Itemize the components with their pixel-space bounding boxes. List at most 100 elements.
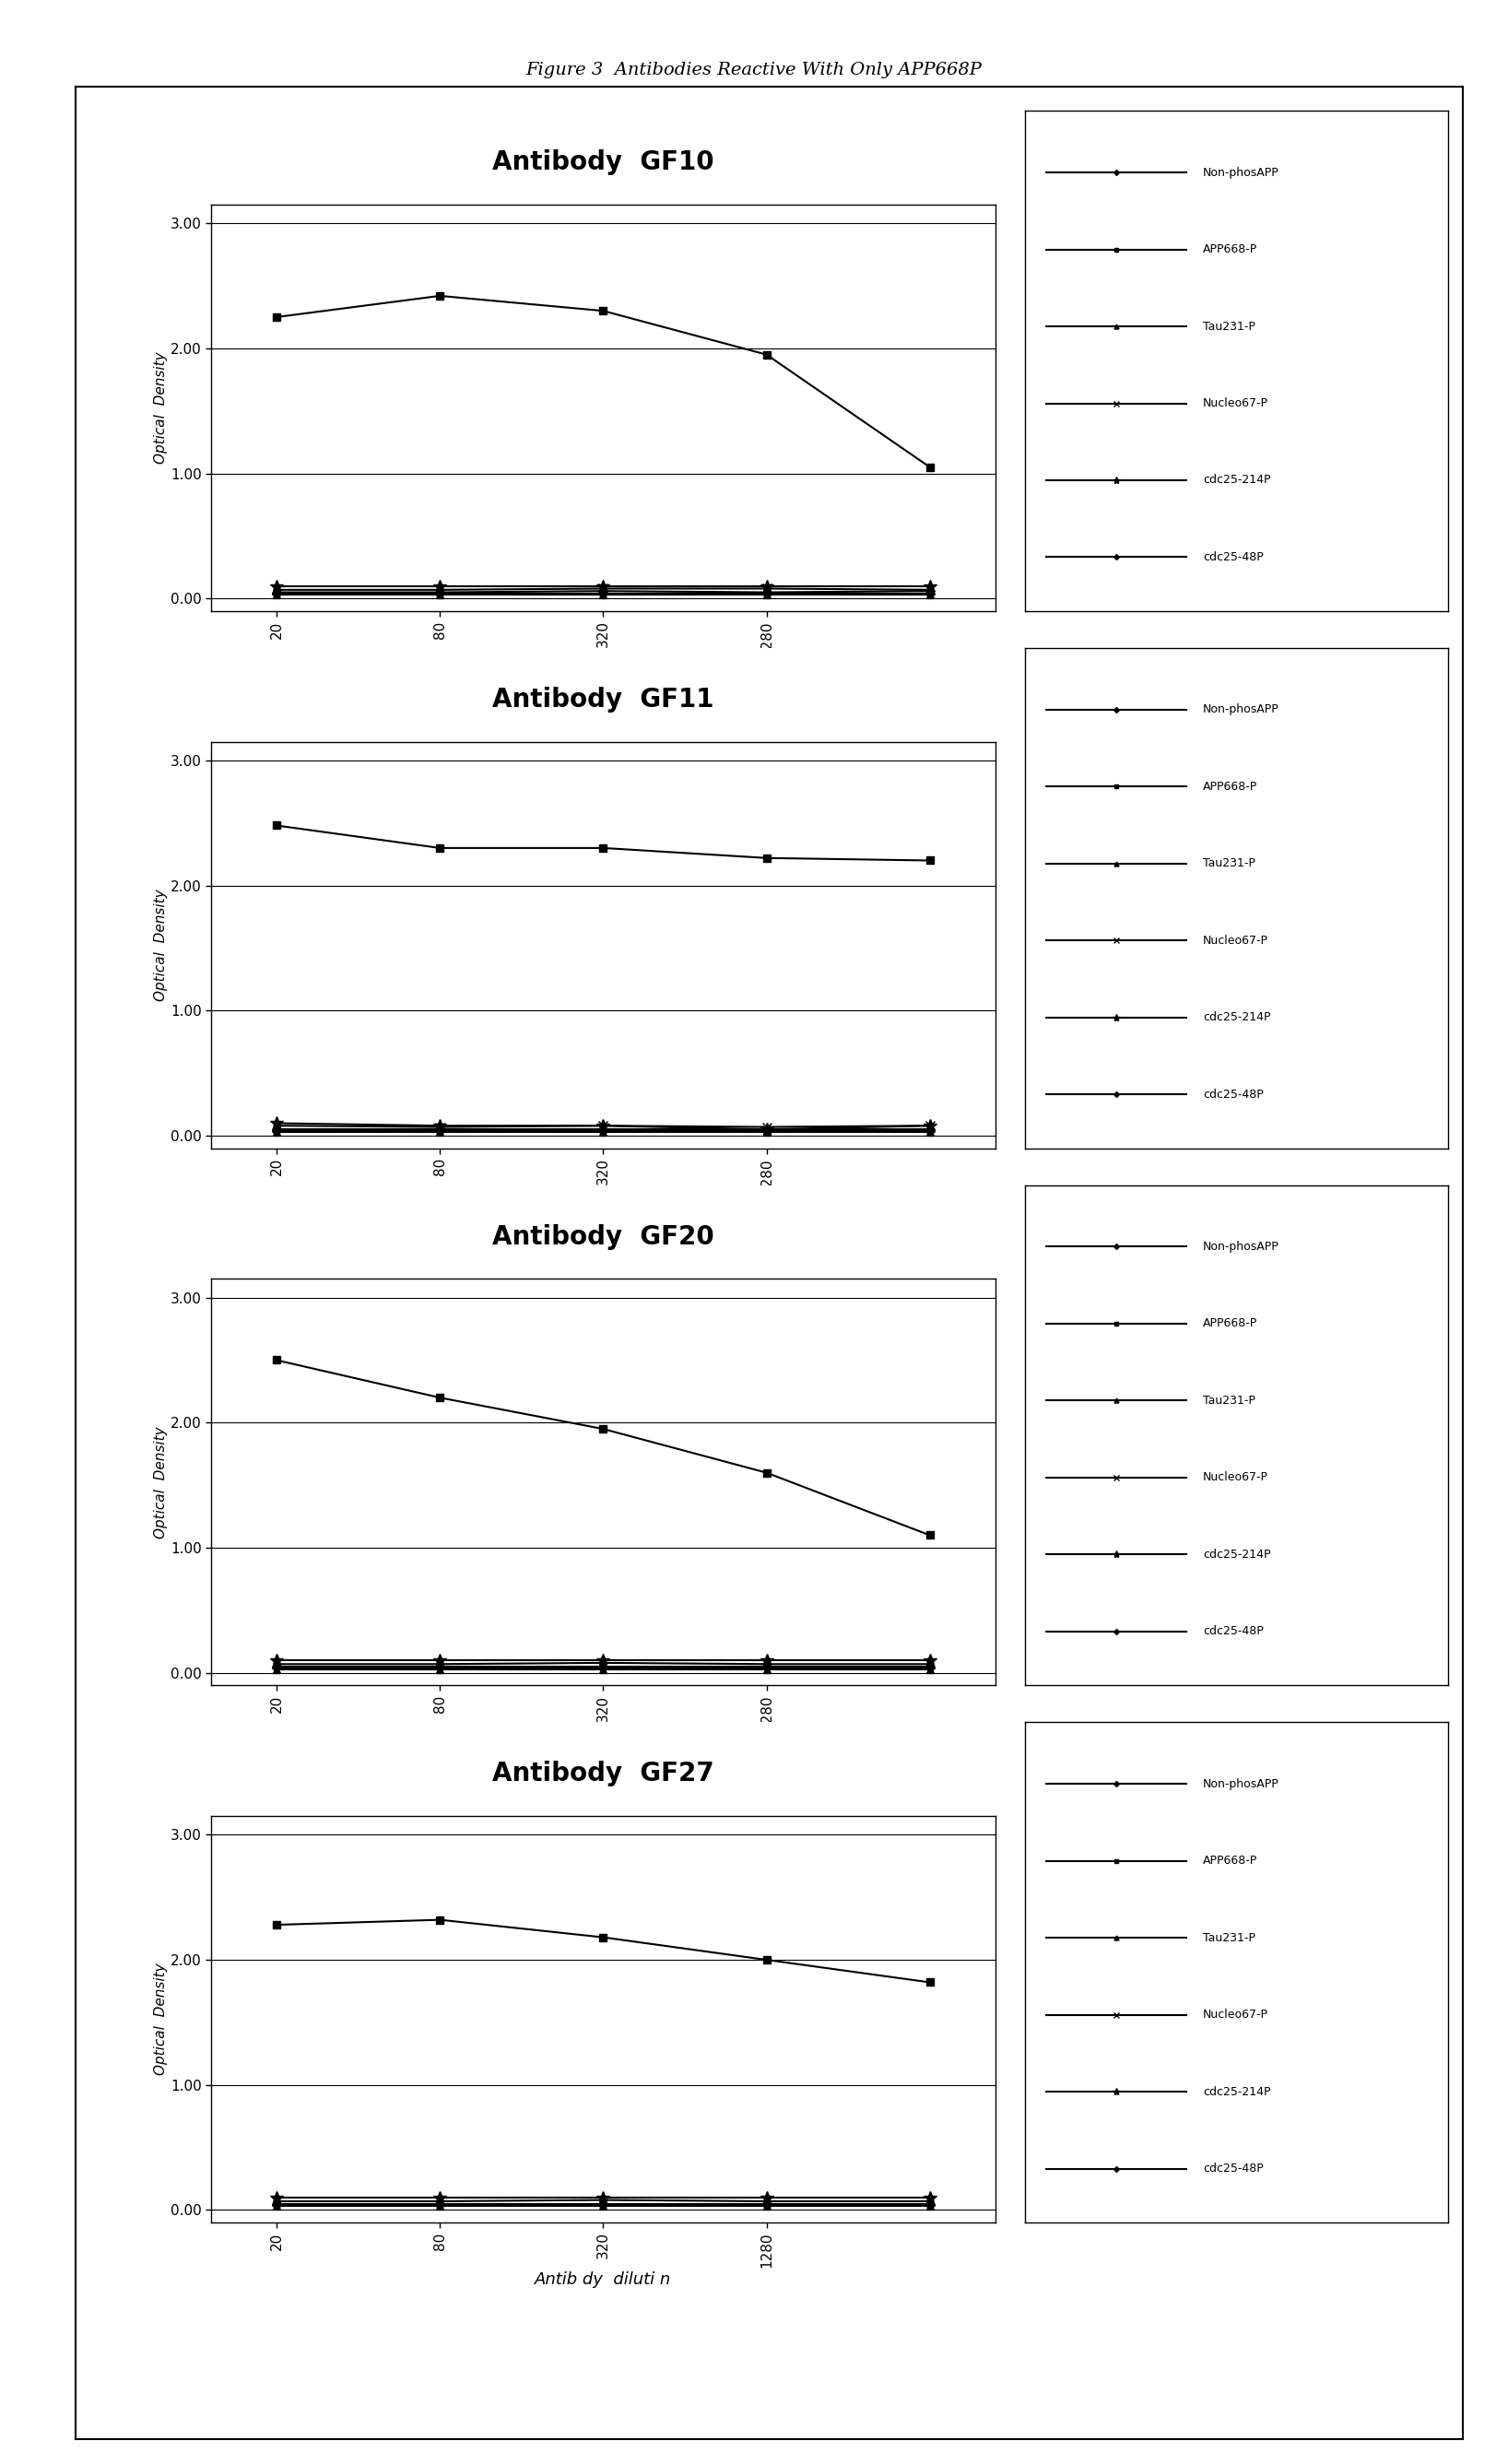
APP668-P	[757, 340, 775, 370]
Line: cdc25-48P: cdc25-48P	[273, 591, 933, 596]
cdc25-48P	[921, 579, 939, 609]
Line: APP668-P: APP668-P	[273, 1355, 933, 1540]
Tau231-P	[267, 2190, 285, 2220]
APP668-P	[921, 1520, 939, 1550]
cdc25-214P	[757, 572, 775, 601]
Text: APP668-P: APP668-P	[1203, 781, 1258, 793]
Tau231-P	[594, 1653, 612, 1683]
Nucleo67-P	[757, 1648, 775, 1678]
Non-phosAPP	[757, 577, 775, 606]
APP668-P	[431, 1905, 449, 1934]
Text: Non-phosAPP: Non-phosAPP	[1203, 168, 1279, 177]
Tau231-P	[921, 579, 939, 609]
Nucleo67-P	[594, 2186, 612, 2215]
cdc25-214P	[757, 2183, 775, 2213]
cdc25-48P	[594, 1653, 612, 1683]
Tau231-P	[757, 1653, 775, 1683]
Text: Non-phosAPP: Non-phosAPP	[1203, 705, 1279, 715]
X-axis label: Antib dy  diluti n: Antib dy diluti n	[535, 2272, 671, 2289]
Text: Antibody  GF27: Antibody GF27	[492, 1762, 715, 1786]
Nucleo67-P	[431, 574, 449, 604]
Line: Nucleo67-P: Nucleo67-P	[271, 1658, 935, 1668]
X-axis label: Antibody  dilution: Antibody dilution	[529, 1735, 677, 1752]
cdc25-48P	[757, 1653, 775, 1683]
Text: Nucleo67-P: Nucleo67-P	[1203, 1471, 1268, 1483]
APP668-P	[921, 1969, 939, 1998]
Text: Non-phosAPP: Non-phosAPP	[1203, 1242, 1279, 1252]
Text: Tau231-P: Tau231-P	[1203, 1932, 1255, 1944]
cdc25-48P	[267, 1653, 285, 1683]
APP668-P	[431, 281, 449, 310]
cdc25-48P	[921, 1653, 939, 1683]
Non-phosAPP	[267, 2188, 285, 2218]
Line: Tau231-P: Tau231-P	[273, 1129, 933, 1136]
X-axis label: Antibody  dilution: Antibody dilution	[529, 1198, 677, 1215]
Line: Non-phosAPP: Non-phosAPP	[273, 2200, 933, 2208]
Text: cdc25-48P: cdc25-48P	[1203, 1626, 1264, 1639]
Nucleo67-P	[594, 1111, 612, 1141]
cdc25-214P	[594, 572, 612, 601]
Line: Tau231-P: Tau231-P	[273, 1666, 933, 1673]
Tau231-P	[921, 1653, 939, 1683]
cdc25-214P	[594, 2183, 612, 2213]
Non-phosAPP	[431, 1114, 449, 1143]
Text: Tau231-P: Tau231-P	[1203, 857, 1255, 870]
Y-axis label: Optical  Density: Optical Density	[154, 1964, 167, 2075]
APP668-P	[594, 1922, 612, 1951]
Text: Nucleo67-P: Nucleo67-P	[1203, 397, 1268, 409]
Text: Non-phosAPP: Non-phosAPP	[1203, 1779, 1279, 1789]
cdc25-48P	[757, 1116, 775, 1146]
Nucleo67-P	[921, 2186, 939, 2215]
Non-phosAPP	[267, 1651, 285, 1680]
Line: cdc25-48P: cdc25-48P	[273, 1129, 933, 1133]
APP668-P	[267, 811, 285, 840]
cdc25-48P	[267, 1116, 285, 1146]
Text: cdc25-214P: cdc25-214P	[1203, 1010, 1271, 1023]
cdc25-214P	[757, 1646, 775, 1676]
APP668-P	[757, 1459, 775, 1488]
Tau231-P	[594, 1116, 612, 1146]
Line: APP668-P: APP668-P	[273, 293, 933, 471]
cdc25-214P	[267, 2183, 285, 2213]
APP668-P	[921, 453, 939, 483]
Tau231-P	[757, 1116, 775, 1146]
Non-phosAPP	[431, 577, 449, 606]
Non-phosAPP	[921, 2188, 939, 2218]
Y-axis label: Optical  Density: Optical Density	[154, 352, 167, 463]
Line: Non-phosAPP: Non-phosAPP	[273, 1663, 933, 1671]
Text: Antibody  GF10: Antibody GF10	[492, 150, 715, 175]
Line: Tau231-P: Tau231-P	[273, 2203, 933, 2210]
APP668-P	[594, 1414, 612, 1444]
cdc25-214P	[431, 1646, 449, 1676]
Non-phosAPP	[921, 1651, 939, 1680]
Non-phosAPP	[594, 577, 612, 606]
Line: Nucleo67-P: Nucleo67-P	[271, 2195, 935, 2205]
Nucleo67-P	[431, 1111, 449, 1141]
cdc25-214P	[594, 1111, 612, 1141]
cdc25-48P	[431, 579, 449, 609]
cdc25-48P	[921, 2190, 939, 2220]
Nucleo67-P	[594, 574, 612, 604]
Tau231-P	[431, 579, 449, 609]
Y-axis label: Optical  Density: Optical Density	[154, 1427, 167, 1538]
cdc25-48P	[267, 2190, 285, 2220]
APP668-P	[757, 1944, 775, 1974]
APP668-P	[921, 845, 939, 875]
Tau231-P	[267, 1116, 285, 1146]
cdc25-48P	[431, 2190, 449, 2220]
Line: cdc25-214P: cdc25-214P	[270, 1116, 936, 1136]
Line: cdc25-214P: cdc25-214P	[270, 1653, 936, 1666]
Text: Nucleo67-P: Nucleo67-P	[1203, 2008, 1268, 2020]
cdc25-214P	[431, 1111, 449, 1141]
Nucleo67-P	[267, 2186, 285, 2215]
cdc25-214P	[921, 572, 939, 601]
Non-phosAPP	[267, 1114, 285, 1143]
Nucleo67-P	[921, 574, 939, 604]
cdc25-214P	[267, 1109, 285, 1138]
Nucleo67-P	[267, 1111, 285, 1141]
Non-phosAPP	[757, 1651, 775, 1680]
Text: APP668-P: APP668-P	[1203, 1855, 1258, 1868]
APP668-P	[267, 303, 285, 333]
Text: Antibody  GF20: Antibody GF20	[492, 1225, 715, 1249]
cdc25-214P	[594, 1646, 612, 1676]
